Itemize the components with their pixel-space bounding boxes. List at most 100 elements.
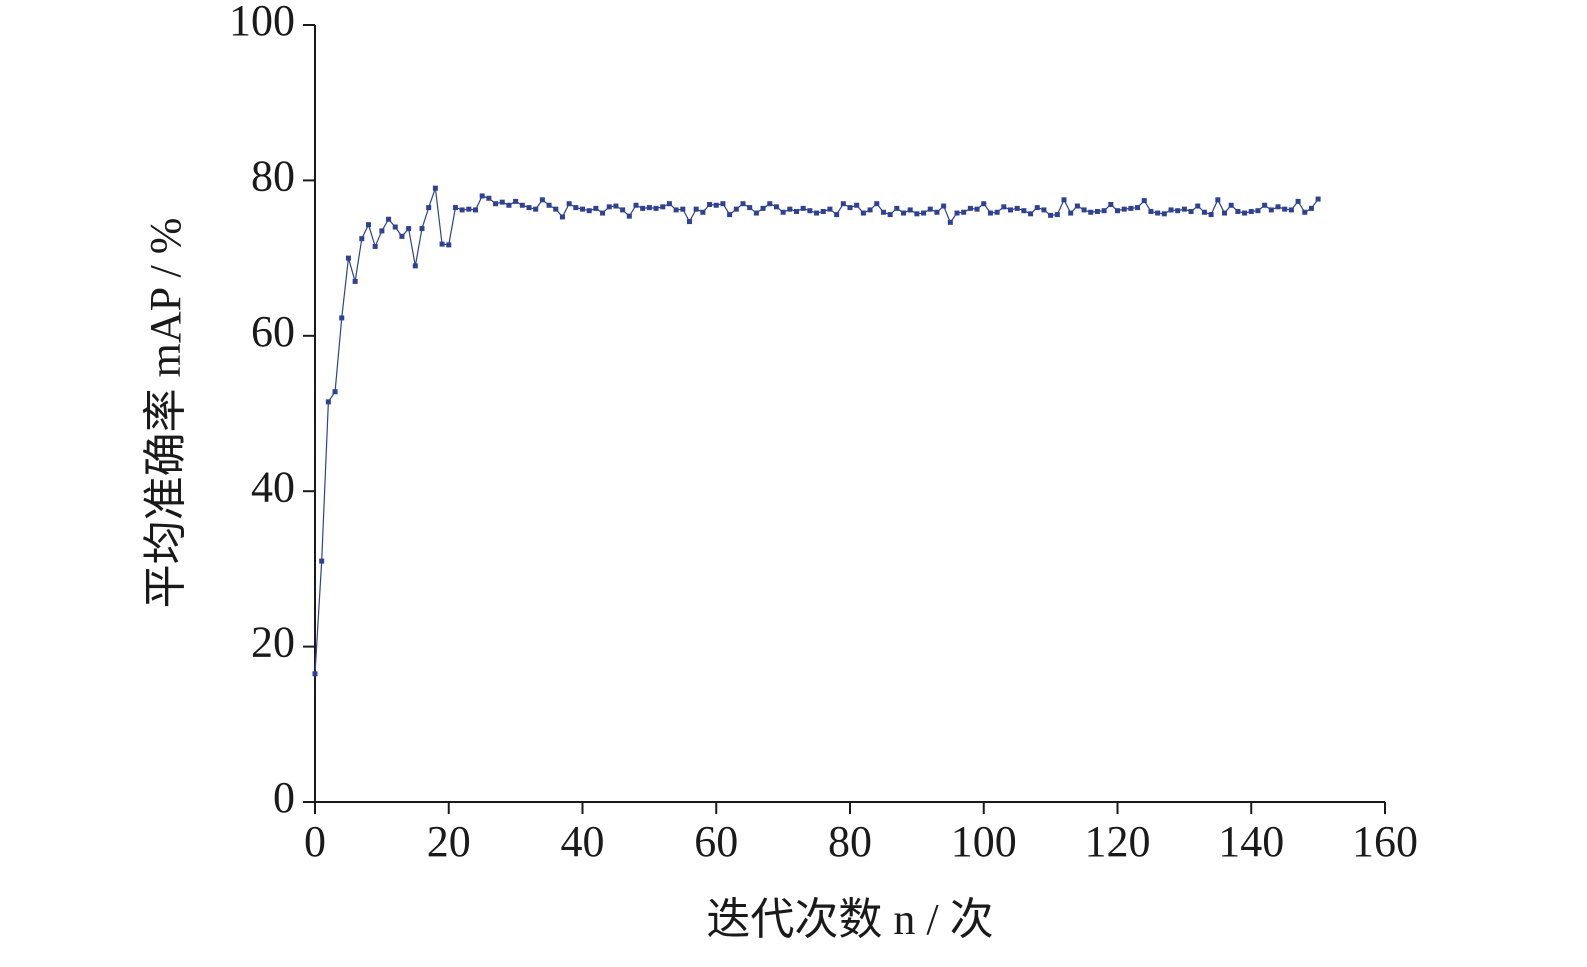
- data-marker: [834, 212, 840, 218]
- data-marker: [399, 233, 405, 239]
- data-marker: [1201, 209, 1207, 215]
- data-marker: [854, 202, 860, 208]
- data-marker: [1222, 210, 1227, 216]
- data-marker: [646, 205, 652, 211]
- data-marker: [426, 205, 432, 211]
- data-marker: [747, 205, 753, 211]
- data-marker: [513, 198, 519, 204]
- data-marker: [640, 205, 646, 211]
- data-marker: [1121, 206, 1127, 212]
- data-marker: [907, 207, 913, 213]
- data-marker: [1148, 208, 1154, 214]
- data-marker: [753, 210, 759, 216]
- data-marker: [713, 202, 719, 208]
- data-marker: [1242, 210, 1248, 216]
- data-marker: [794, 208, 799, 214]
- data-marker: [539, 197, 545, 203]
- data-marker: [867, 207, 873, 213]
- data-marker: [1101, 208, 1107, 214]
- data-marker: [1195, 203, 1201, 209]
- y-tick-label: 80: [251, 151, 295, 200]
- x-tick-label: 40: [561, 817, 605, 866]
- data-marker: [459, 207, 465, 213]
- data-marker: [386, 216, 392, 222]
- data-marker: [1008, 207, 1013, 213]
- data-marker: [553, 206, 559, 212]
- data-marker: [860, 210, 866, 216]
- data-marker: [914, 211, 920, 217]
- data-marker: [432, 185, 438, 191]
- data-marker: [1302, 209, 1308, 215]
- data-marker: [874, 201, 880, 207]
- data-marker: [312, 671, 318, 677]
- data-marker: [840, 201, 846, 207]
- data-marker: [626, 213, 632, 219]
- data-marker: [1041, 207, 1047, 213]
- data-marker: [1028, 211, 1034, 217]
- data-marker: [1034, 205, 1040, 211]
- data-marker: [707, 201, 713, 207]
- data-marker: [339, 315, 345, 321]
- x-tick-label: 80: [828, 817, 872, 866]
- data-marker: [1135, 205, 1141, 211]
- data-marker: [493, 201, 499, 207]
- data-marker: [693, 206, 699, 212]
- data-marker: [372, 243, 378, 249]
- data-marker: [773, 204, 779, 210]
- data-line: [314, 187, 1319, 674]
- data-marker: [740, 201, 746, 207]
- data-marker: [593, 205, 599, 211]
- data-marker: [1268, 207, 1274, 213]
- data-marker: [700, 209, 706, 215]
- data-marker: [479, 193, 485, 199]
- data-marker: [780, 209, 786, 215]
- data-marker: [921, 210, 927, 216]
- data-marker: [366, 222, 371, 228]
- data-marker: [1161, 211, 1167, 217]
- data-marker: [473, 207, 478, 213]
- data-marker: [827, 206, 833, 212]
- y-tick-label: 0: [273, 773, 295, 822]
- data-marker: [406, 226, 412, 232]
- data-marker: [1108, 201, 1114, 207]
- data-marker: [1308, 205, 1314, 211]
- data-marker: [412, 263, 418, 269]
- data-marker: [319, 558, 325, 564]
- data-marker: [359, 236, 365, 242]
- data-marker: [600, 210, 606, 216]
- data-marker: [967, 205, 973, 211]
- data-marker: [1255, 208, 1261, 214]
- data-marker: [526, 205, 532, 211]
- data-marker: [466, 206, 472, 212]
- data-marker: [1014, 205, 1020, 211]
- data-marker: [613, 203, 619, 209]
- data-marker: [887, 212, 893, 218]
- data-marker: [620, 207, 626, 213]
- data-marker: [1061, 197, 1067, 203]
- x-tick-label: 140: [1218, 817, 1284, 866]
- data-marker: [666, 201, 672, 207]
- x-tick-label: 60: [694, 817, 738, 866]
- data-marker: [1235, 208, 1241, 214]
- data-marker: [673, 207, 679, 213]
- data-marker: [994, 209, 1000, 215]
- data-marker: [1068, 210, 1074, 216]
- data-marker: [1021, 208, 1027, 214]
- data-marker: [767, 201, 773, 207]
- data-marker: [559, 214, 565, 220]
- x-tick-label: 100: [951, 817, 1017, 866]
- data-marker: [1168, 207, 1174, 213]
- data-marker: [1128, 205, 1134, 211]
- x-tick-label: 0: [304, 817, 326, 866]
- data-marker: [580, 206, 585, 212]
- data-marker: [1081, 207, 1087, 213]
- x-tick-label: 160: [1352, 817, 1418, 866]
- x-tick-label: 20: [427, 817, 471, 866]
- y-tick-label: 100: [229, 0, 295, 45]
- data-marker: [1094, 208, 1100, 214]
- data-marker: [1088, 209, 1094, 215]
- data-marker: [653, 205, 659, 211]
- data-marker: [680, 206, 686, 212]
- data-marker: [954, 210, 960, 216]
